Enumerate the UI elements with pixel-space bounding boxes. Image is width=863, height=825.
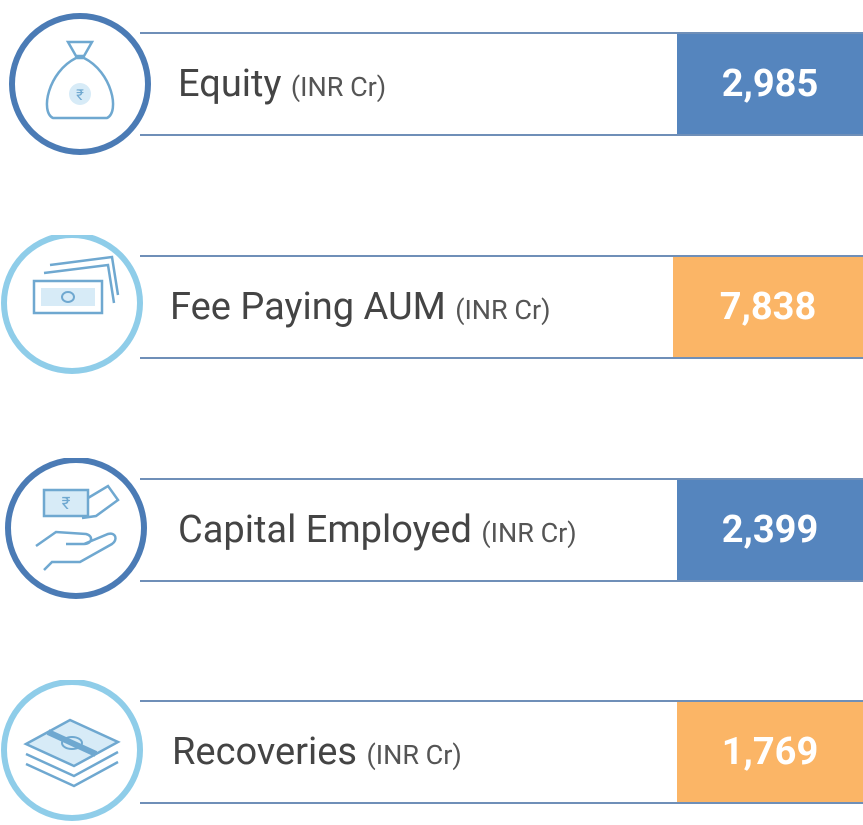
metric-value: 2,399 xyxy=(677,480,863,580)
metric-label: Fee Paying AUM (INR Cr) xyxy=(170,257,551,357)
metric-value: 1,769 xyxy=(677,702,863,802)
metric-label: Equity (INR Cr) xyxy=(178,34,386,134)
metric-row: Recoveries (INR Cr) 1,769 xyxy=(0,680,863,821)
metric-row: Capital Employed (INR Cr) 2,399 ₹ xyxy=(0,458,863,599)
label-text: Fee Paying AUM xyxy=(170,285,446,329)
metric-value: 2,985 xyxy=(677,34,863,134)
icon-ring xyxy=(5,458,147,599)
icon xyxy=(1,235,143,374)
metric-value: 7,838 xyxy=(673,257,863,357)
metric-label: Capital Employed (INR Cr) xyxy=(178,480,577,580)
metric-band: Recoveries (INR Cr) 1,769 xyxy=(140,700,863,804)
label-text: Equity xyxy=(178,62,282,106)
unit-text: (INR Cr) xyxy=(481,517,577,549)
icon: ₹ xyxy=(5,458,147,599)
unit-text: (INR Cr) xyxy=(290,71,387,103)
metric-row: Equity (INR Cr) 2,985 ₹ xyxy=(0,13,863,155)
svg-text:₹: ₹ xyxy=(76,86,84,104)
unit-text: (INR Cr) xyxy=(366,739,462,771)
icon: ₹ xyxy=(9,13,151,155)
metric-band: Equity (INR Cr) 2,985 xyxy=(140,32,863,136)
unit-text: (INR Cr) xyxy=(455,294,551,326)
metric-band: Capital Employed (INR Cr) 2,399 xyxy=(140,478,863,582)
metric-row: Fee Paying AUM (INR Cr) 7,838 xyxy=(0,235,863,374)
label-text: Capital Employed xyxy=(178,508,472,552)
label-text: Recoveries xyxy=(172,730,358,774)
metric-band: Fee Paying AUM (INR Cr) 7,838 xyxy=(140,255,863,359)
icon xyxy=(1,680,143,821)
metric-label: Recoveries (INR Cr) xyxy=(172,702,462,802)
svg-text:₹: ₹ xyxy=(62,494,71,514)
